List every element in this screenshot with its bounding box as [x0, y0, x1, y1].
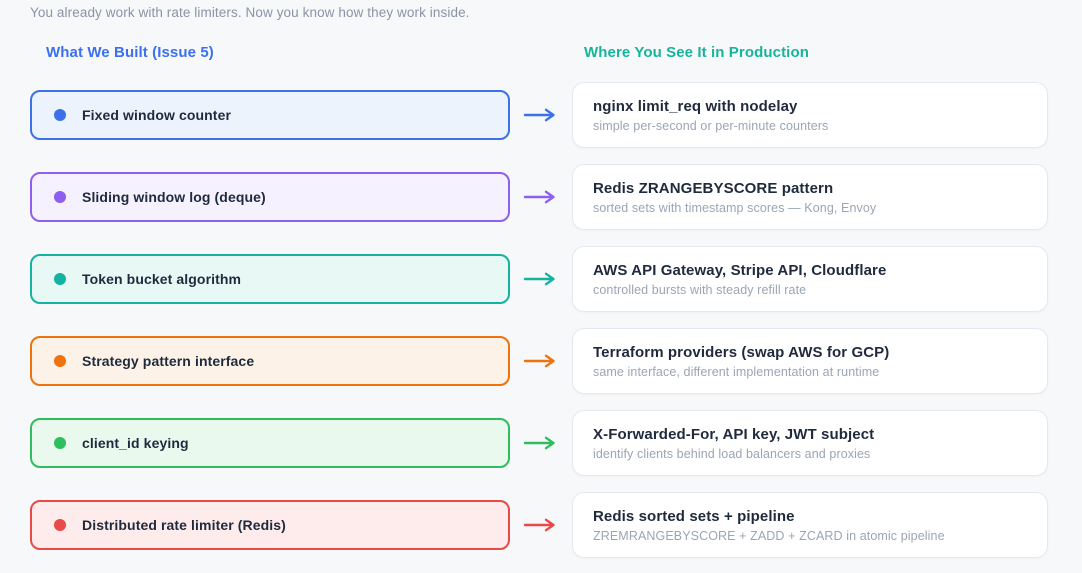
rate-limiter-mapping-page: You already work with rate limiters. Now… [30, 5, 1082, 558]
built-item-label: Strategy pattern interface [82, 353, 255, 369]
intro-text: You already work with rate limiters. Now… [30, 5, 470, 20]
left-column-header: What We Built (Issue 5) [46, 44, 214, 61]
bullet-dot-icon [54, 519, 66, 531]
production-title: Redis sorted sets + pipeline [593, 507, 795, 525]
bullet-dot-icon [54, 191, 66, 203]
arrow-right-icon [510, 190, 572, 204]
built-item-label: Fixed window counter [82, 107, 232, 123]
production-card: AWS API Gateway, Stripe API, Cloudflare … [572, 246, 1048, 312]
built-item-label: Distributed rate limiter (Redis) [82, 517, 286, 533]
built-item: Sliding window log (deque) [30, 172, 510, 222]
built-item-label: client_id keying [82, 435, 189, 451]
production-subtitle: sorted sets with timestamp scores — Kong… [593, 200, 877, 215]
arrow-right-icon [510, 436, 572, 450]
mapping-row: Token bucket algorithm AWS API Gateway, … [30, 246, 1082, 312]
production-card: Terraform providers (swap AWS for GCP) s… [572, 328, 1048, 394]
bullet-dot-icon [54, 109, 66, 121]
production-card: X-Forwarded-For, API key, JWT subject id… [572, 410, 1048, 476]
arrow-right-icon [510, 108, 572, 122]
production-subtitle: ZREMRANGEBYSCORE + ZADD + ZCARD in atomi… [593, 528, 945, 543]
built-item-label: Sliding window log (deque) [82, 189, 266, 205]
mapping-row: Strategy pattern interface Terraform pro… [30, 328, 1082, 394]
mapping-row: Sliding window log (deque) Redis ZRANGEB… [30, 164, 1082, 230]
production-title: X-Forwarded-For, API key, JWT subject [593, 425, 875, 443]
production-subtitle: same interface, different implementation… [593, 364, 880, 379]
production-card: Redis sorted sets + pipeline ZREMRANGEBY… [572, 492, 1048, 558]
arrow-right-icon [510, 518, 572, 532]
built-item: client_id keying [30, 418, 510, 468]
mapping-row: Fixed window counter nginx limit_req wit… [30, 82, 1082, 148]
production-title: Redis ZRANGEBYSCORE pattern [593, 179, 834, 197]
arrow-right-icon [510, 272, 572, 286]
production-title: Terraform providers (swap AWS for GCP) [593, 343, 890, 361]
arrow-right-icon [510, 354, 572, 368]
column-headers: What We Built (Issue 5) Where You See It… [30, 44, 1082, 61]
production-subtitle: simple per-second or per-minute counters [593, 118, 829, 133]
built-item: Strategy pattern interface [30, 336, 510, 386]
production-card: Redis ZRANGEBYSCORE pattern sorted sets … [572, 164, 1048, 230]
bullet-dot-icon [54, 355, 66, 367]
production-card: nginx limit_req with nodelay simple per-… [572, 82, 1048, 148]
built-item: Distributed rate limiter (Redis) [30, 500, 510, 550]
mapping-row: Distributed rate limiter (Redis) Redis s… [30, 492, 1082, 558]
built-item: Token bucket algorithm [30, 254, 510, 304]
production-subtitle: controlled bursts with steady refill rat… [593, 282, 807, 297]
built-item-label: Token bucket algorithm [82, 271, 242, 287]
built-item: Fixed window counter [30, 90, 510, 140]
right-column-header: Where You See It in Production [584, 44, 809, 61]
bullet-dot-icon [54, 437, 66, 449]
mapping-row: client_id keying X-Forwarded-For, API ke… [30, 410, 1082, 476]
production-title: AWS API Gateway, Stripe API, Cloudflare [593, 261, 887, 279]
production-subtitle: identify clients behind load balancers a… [593, 446, 871, 461]
bullet-dot-icon [54, 273, 66, 285]
production-title: nginx limit_req with nodelay [593, 97, 798, 115]
